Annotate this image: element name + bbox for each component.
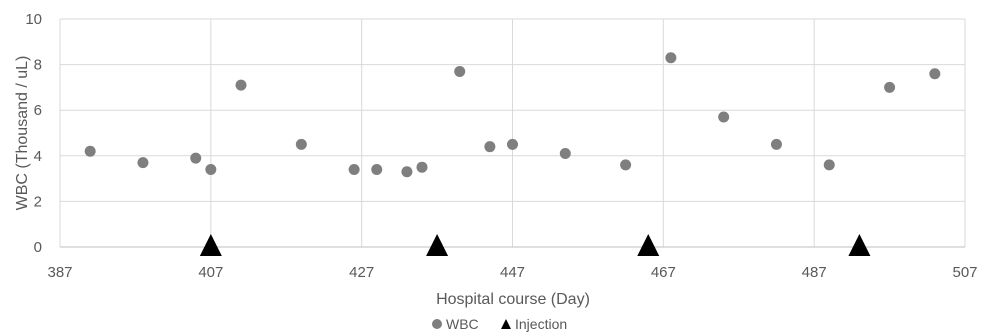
wbc-point-5 <box>295 138 307 150</box>
x-tick-label-447: 447 <box>500 264 525 281</box>
x-tick-label-407: 407 <box>198 264 223 281</box>
wbc-point-20 <box>929 68 941 80</box>
wbc-point-18 <box>823 159 835 171</box>
legend: WBC Injection <box>432 316 567 332</box>
y-tick-label-8: 8 <box>34 57 42 74</box>
wbc-point-19 <box>884 81 896 93</box>
legend-label-injection: Injection <box>515 316 567 332</box>
y-tick-label-0: 0 <box>34 239 42 256</box>
x-tick-label-467: 467 <box>651 264 676 281</box>
wbc-point-15 <box>665 52 677 64</box>
injection-marker-1 <box>426 234 449 256</box>
x-axis-title: Hospital course (Day) <box>436 291 590 308</box>
wbc-point-9 <box>416 161 428 173</box>
legend-label-wbc: WBC <box>446 316 479 332</box>
x-tick-label-427: 427 <box>349 264 374 281</box>
y-tick-label-6: 6 <box>34 102 42 119</box>
y-tick-label-10: 10 <box>25 11 42 28</box>
x-tick-label-507: 507 <box>952 264 977 281</box>
wbc-point-12 <box>507 138 518 150</box>
wbc-point-14 <box>620 159 632 171</box>
x-tick-label-487: 487 <box>802 264 827 281</box>
wbc-point-2 <box>190 152 202 164</box>
gridlines <box>59 18 966 248</box>
y-tick-label-4: 4 <box>34 148 42 165</box>
wbc-point-0 <box>84 145 96 157</box>
wbc-point-1 <box>137 157 149 169</box>
data-marks <box>84 52 941 256</box>
legend-marker-injection <box>501 319 511 329</box>
tick-labels: 0 2 4 6 8 10 387 407 427 447 467 487 507 <box>25 11 977 281</box>
wbc-point-17 <box>770 138 782 150</box>
legend-marker-wbc <box>432 319 442 329</box>
y-axis-title: WBC (Thousand / uL) <box>14 56 31 211</box>
injection-marker-2 <box>637 234 660 256</box>
wbc-point-16 <box>718 111 730 123</box>
wbc-point-7 <box>371 163 383 175</box>
y-tick-label-2: 2 <box>34 193 42 210</box>
injection-marker-0 <box>199 234 222 256</box>
x-tick-label-387: 387 <box>47 264 72 281</box>
wbc-point-10 <box>454 65 466 77</box>
wbc-point-8 <box>401 166 413 178</box>
wbc-point-6 <box>348 163 360 175</box>
wbc-point-11 <box>484 141 496 153</box>
wbc-point-3 <box>205 163 217 175</box>
wbc-point-13 <box>559 148 571 160</box>
wbc-point-4 <box>235 79 247 91</box>
injection-marker-3 <box>848 234 871 256</box>
